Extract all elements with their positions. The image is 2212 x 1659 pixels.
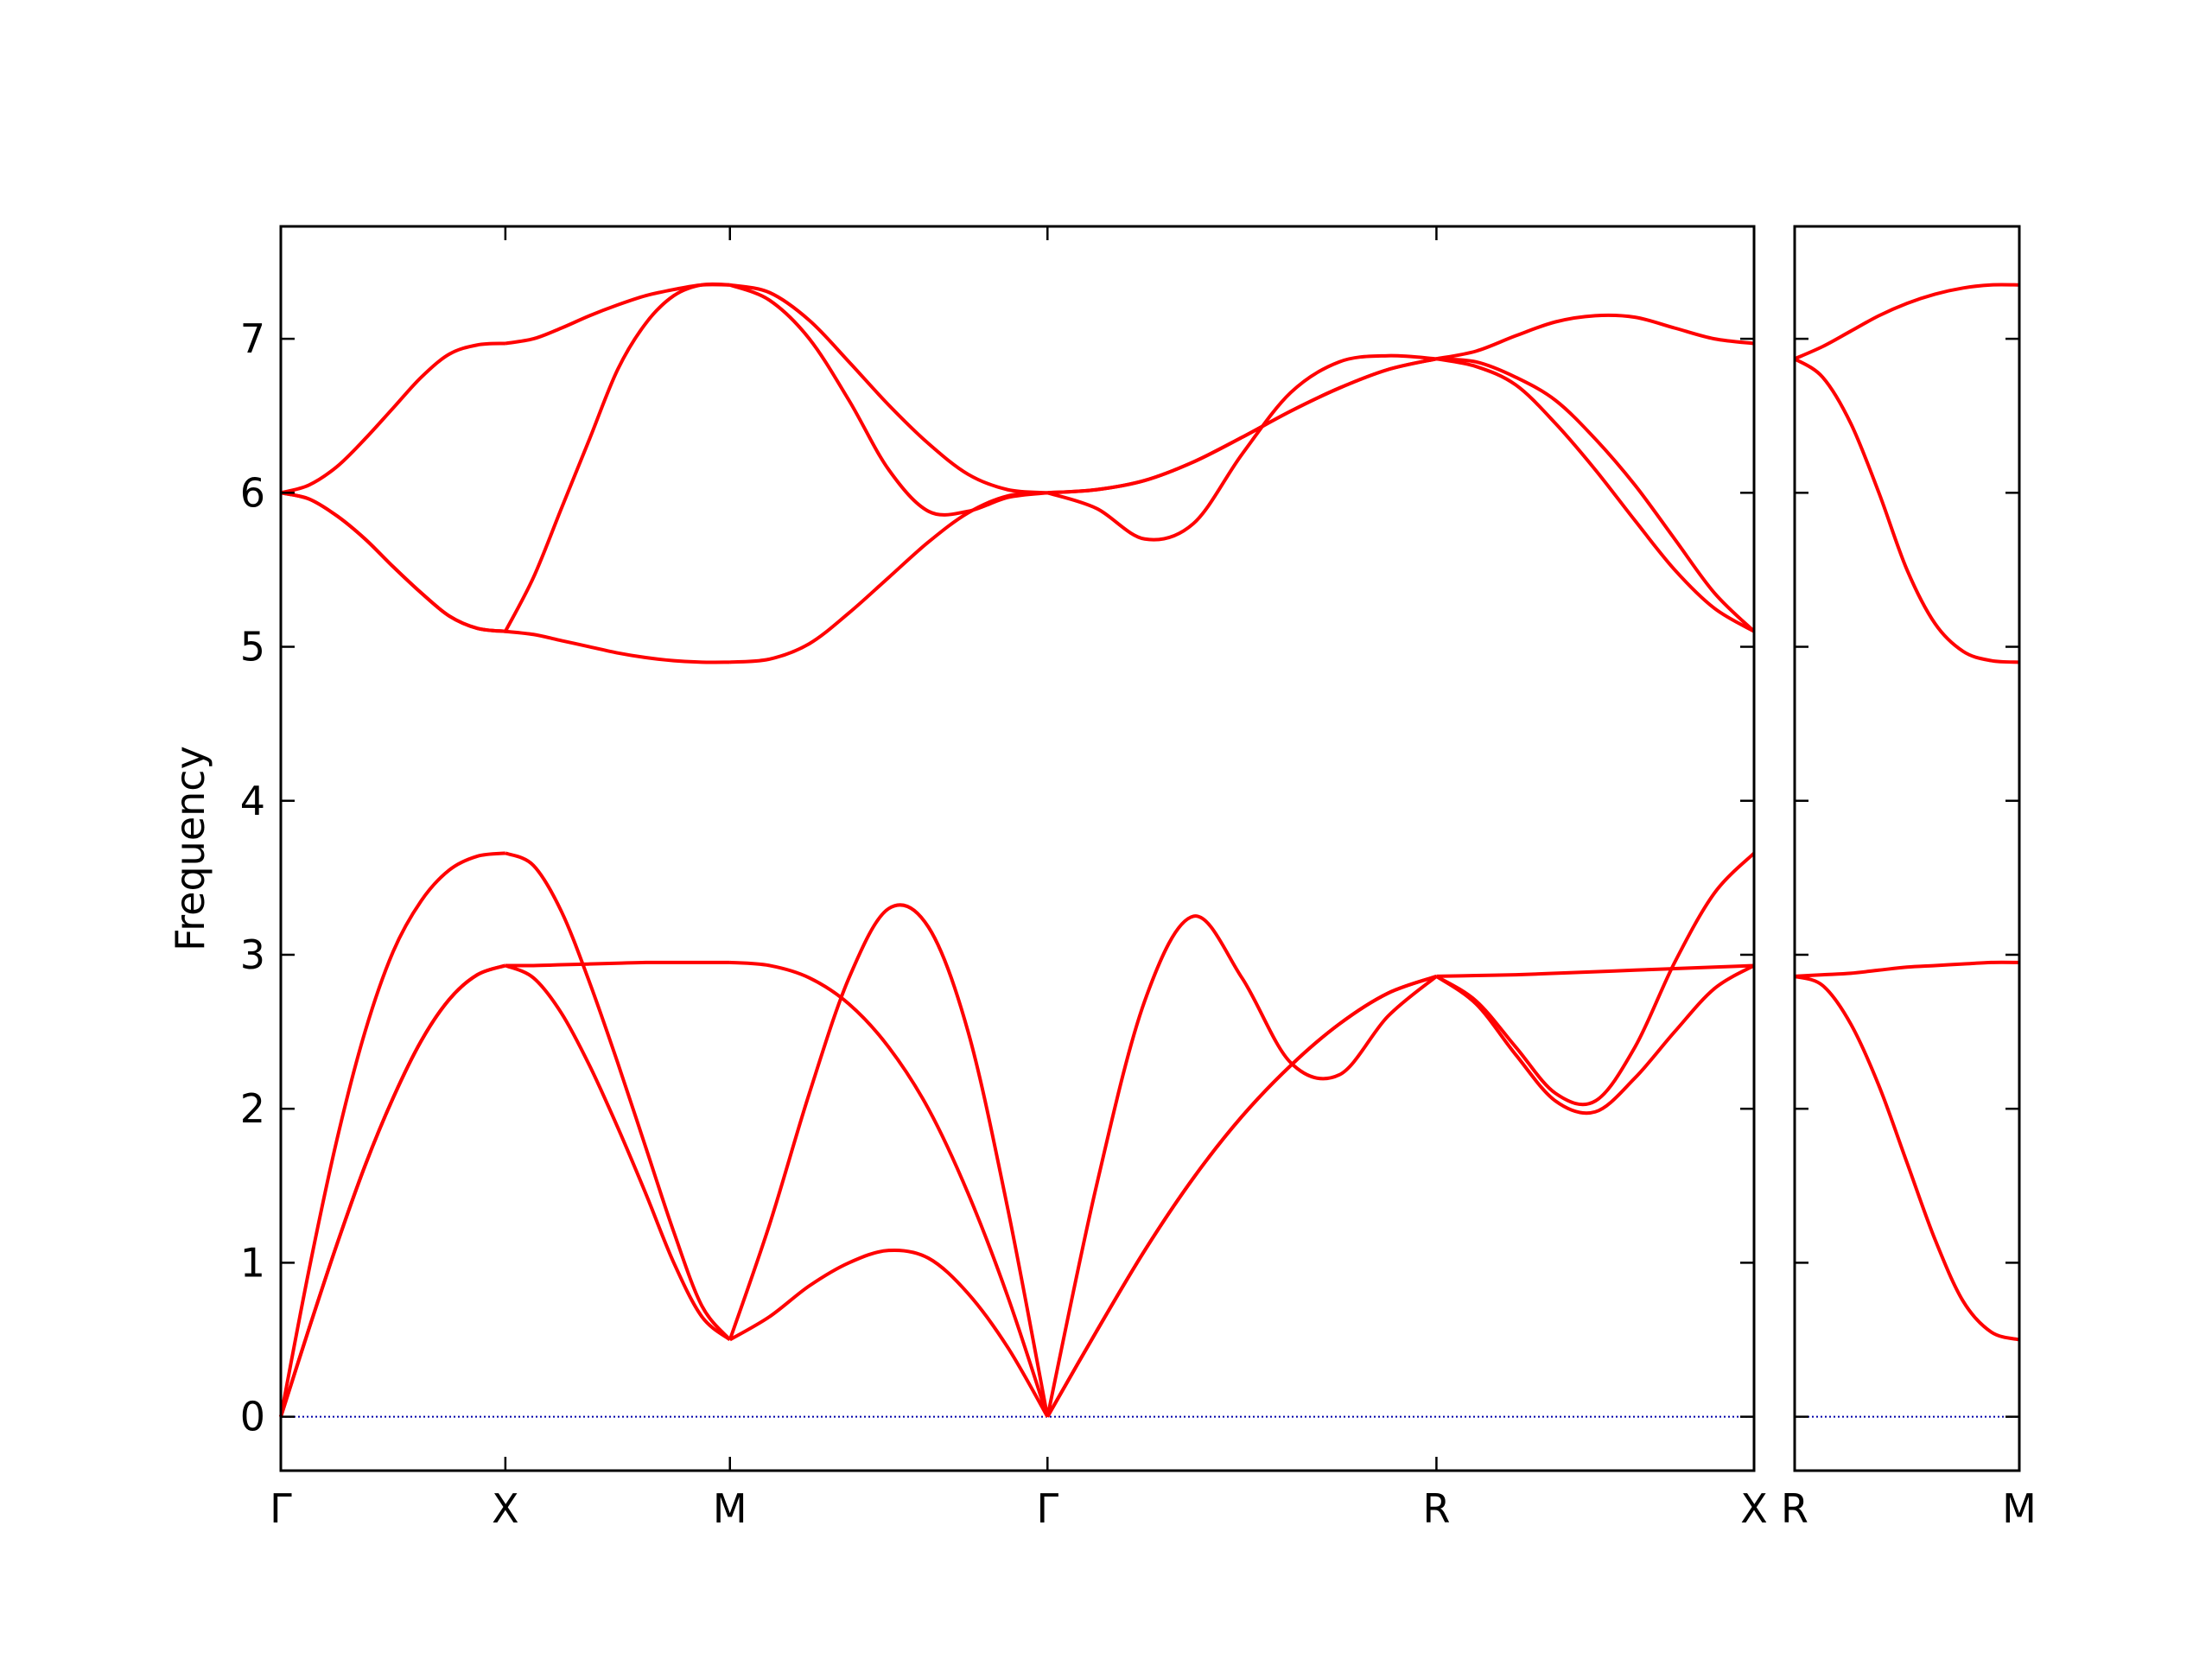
x-tick-label: R (1781, 1485, 1808, 1532)
y-tick-label: 2 (240, 1085, 265, 1132)
band-line (279, 960, 1755, 1418)
x-tick-label: Γ (1036, 1485, 1058, 1532)
y-tick-label: 3 (240, 931, 265, 978)
y-axis-label: Frequency (167, 746, 213, 951)
axes-frame (279, 225, 1756, 1472)
x-tick-label: M (713, 1485, 747, 1532)
y-tick-label: 4 (240, 778, 265, 824)
band-line (1794, 283, 2020, 361)
y-tick-label: 5 (240, 624, 265, 671)
x-tick-label: X (492, 1485, 519, 1532)
y-tick-label: 1 (240, 1239, 265, 1286)
band-line (1794, 974, 2020, 1342)
x-tick-label: X (1740, 1485, 1768, 1532)
y-tick-label: 6 (240, 469, 265, 516)
y-tick-label: 7 (240, 315, 265, 362)
band-line (1794, 960, 2020, 978)
x-tick-label: Γ (270, 1485, 292, 1532)
band-line (1793, 357, 2020, 664)
band-line (280, 282, 1756, 633)
x-tick-label: R (1422, 1485, 1450, 1532)
band-line (280, 283, 1755, 517)
x-tick-label: M (2002, 1485, 2037, 1532)
band-line (279, 851, 1756, 1418)
y-tick-label: 0 (240, 1394, 265, 1440)
axes-frame (1793, 225, 2021, 1472)
